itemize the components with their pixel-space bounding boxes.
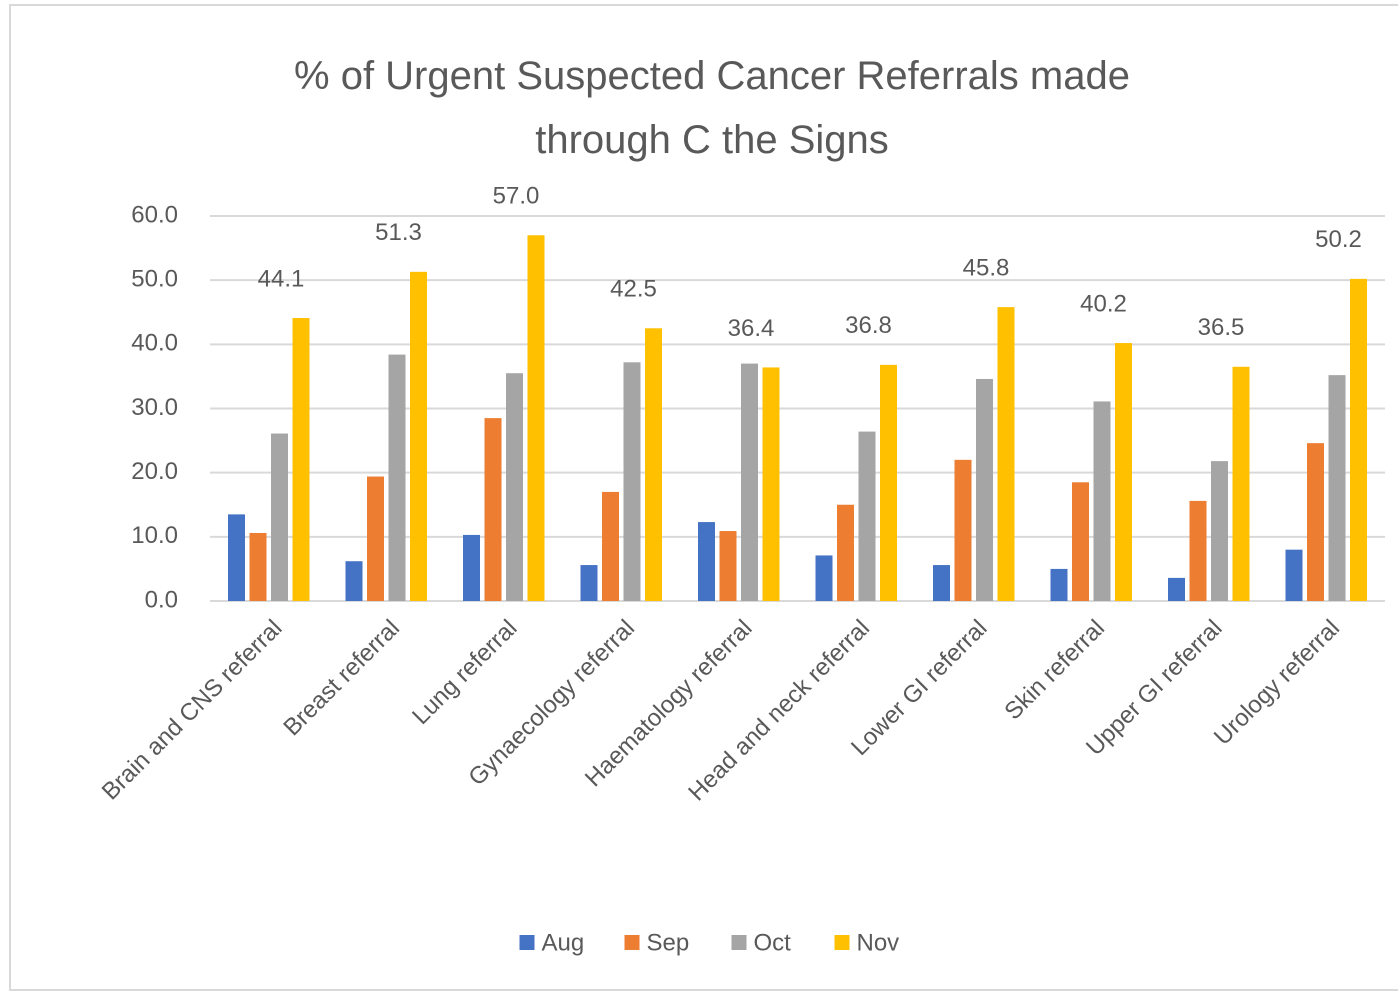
- bar: [1328, 375, 1346, 601]
- bar: [719, 531, 737, 601]
- bar: [367, 476, 384, 601]
- bar: [388, 354, 406, 601]
- bar: [976, 378, 993, 601]
- bar: [1307, 443, 1324, 601]
- bar: [1189, 500, 1207, 601]
- data-label: 50.2: [1315, 226, 1362, 253]
- bar: [698, 522, 715, 601]
- chart-title: % of Urgent Suspected Cancer Referrals m…: [294, 54, 1130, 162]
- bar: [1093, 401, 1111, 601]
- data-label: 36.5: [1198, 314, 1245, 341]
- bar: [997, 307, 1015, 601]
- bar: [527, 235, 545, 601]
- bar: [815, 555, 833, 601]
- legend-swatch: [624, 935, 640, 950]
- bar: [506, 373, 523, 601]
- y-tick-label: 60.0: [131, 201, 178, 228]
- bar: [484, 418, 502, 601]
- legend-label: Aug: [542, 929, 585, 956]
- bar: [602, 491, 619, 601]
- y-tick-label: 10.0: [131, 522, 178, 549]
- data-label: 40.2: [1080, 290, 1127, 317]
- bar: [1350, 278, 1367, 601]
- bar: [463, 534, 480, 601]
- legend-swatch: [834, 935, 850, 950]
- bar: [880, 364, 897, 601]
- bar: [1211, 461, 1228, 601]
- bar: [580, 565, 598, 601]
- data-label: 57.0: [493, 183, 540, 210]
- legend-label: Sep: [647, 929, 690, 956]
- chart-border: [9, 4, 1398, 991]
- bar: [345, 561, 363, 601]
- bar: [954, 459, 972, 601]
- bar: [762, 367, 780, 601]
- bar: [1285, 549, 1303, 601]
- bar: [858, 431, 876, 601]
- data-label: 42.5: [610, 276, 657, 303]
- bar: [410, 271, 427, 601]
- data-label: 36.8: [845, 312, 892, 339]
- bar: [1072, 482, 1089, 601]
- legend-swatch: [519, 935, 535, 950]
- bar: [249, 532, 267, 601]
- bar: [271, 433, 288, 601]
- y-tick-label: 30.0: [131, 394, 178, 421]
- data-label: 45.8: [963, 254, 1010, 281]
- bar: [292, 318, 310, 601]
- bar: [1050, 568, 1068, 601]
- bar: [623, 362, 641, 601]
- legend-label: Oct: [754, 929, 792, 956]
- y-tick-label: 0.0: [145, 586, 178, 613]
- data-label: 44.1: [258, 265, 305, 292]
- data-label: 51.3: [375, 219, 422, 246]
- data-label: 36.4: [728, 315, 775, 342]
- bar: [1168, 577, 1185, 601]
- bar: [933, 565, 950, 601]
- legend-swatch: [731, 935, 747, 950]
- bar: [837, 504, 854, 601]
- bar: [1232, 366, 1250, 601]
- legend-label: Nov: [857, 929, 900, 956]
- y-tick-label: 40.0: [131, 330, 178, 357]
- bar: [741, 363, 758, 601]
- bar: [228, 514, 245, 601]
- bar: [1115, 343, 1132, 601]
- y-tick-label: 50.0: [131, 266, 178, 293]
- y-tick-label: 20.0: [131, 458, 178, 485]
- bar: [645, 328, 662, 601]
